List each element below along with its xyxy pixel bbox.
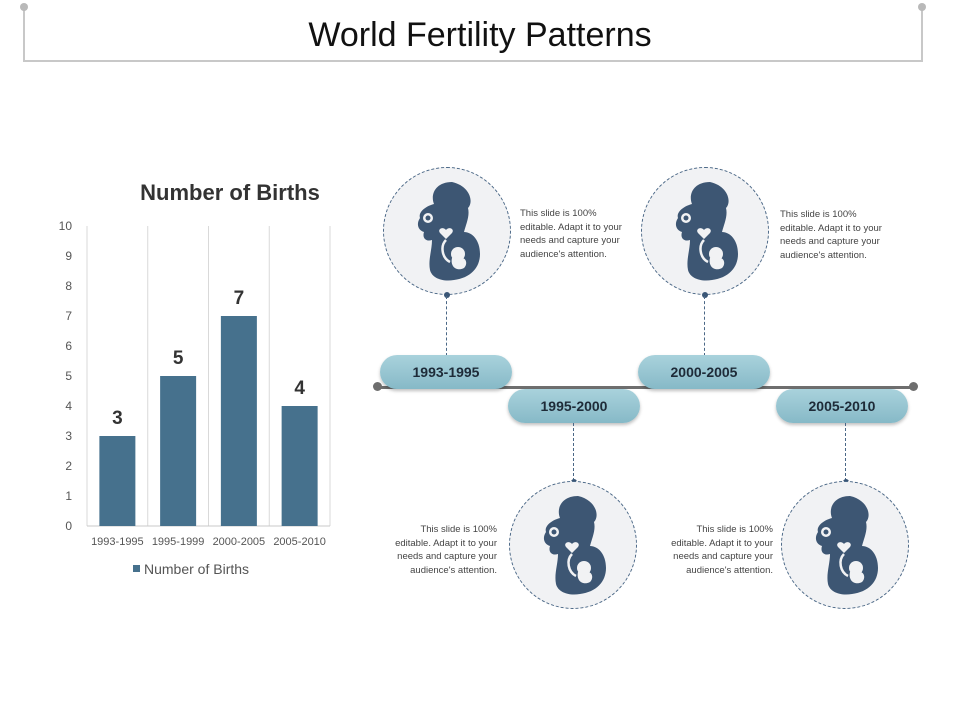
x-tick-label: 2000-2005 <box>213 536 266 548</box>
legend-label: Number of Births <box>144 561 249 577</box>
timeline-circle-1 <box>383 167 511 295</box>
births-bar-chart: Number of Births 0 1 2 3 4 5 6 7 8 9 10 3 5 7 4 1993-… <box>59 180 331 577</box>
data-label: 7 <box>234 288 245 309</box>
pregnant-woman-icon <box>815 496 878 595</box>
y-tick-label: 3 <box>65 429 72 443</box>
connector-dot-3 <box>702 292 708 298</box>
y-tick-label: 2 <box>65 459 72 473</box>
data-label: 3 <box>112 408 123 429</box>
legend-swatch <box>133 565 140 572</box>
pregnant-woman-icon <box>543 496 606 595</box>
bar <box>281 406 318 526</box>
frame-dot-right <box>918 3 926 11</box>
y-tick-label: 1 <box>65 489 72 503</box>
description-2: This slide is 100% editable. Adapt it to… <box>395 524 497 576</box>
y-tick-label: 4 <box>65 399 72 413</box>
connector-line-1 <box>446 296 447 356</box>
axis-end-dot-left <box>373 382 382 391</box>
connector-dot-1 <box>444 292 450 298</box>
chart-title: Number of Births <box>140 180 320 205</box>
connector-line-3 <box>704 296 705 356</box>
pregnant-woman-icon <box>417 182 480 281</box>
bar <box>220 316 257 526</box>
pregnant-woman-icon <box>675 182 738 281</box>
axis-end-dot-right <box>909 382 918 391</box>
x-tick-label: 1993-1995 <box>91 536 144 548</box>
timeline-circle-4 <box>781 481 909 609</box>
connector-line-4 <box>845 423 846 481</box>
period-pill-1: 1993-1995 <box>380 355 512 389</box>
y-tick-label: 5 <box>65 369 72 383</box>
y-tick-label: 6 <box>65 339 72 353</box>
x-tick-label: 2005-2010 <box>273 536 326 548</box>
y-tick-label: 10 <box>59 219 73 233</box>
timeline-axis <box>378 386 914 389</box>
period-pill-2: 1995-2000 <box>508 389 640 423</box>
timeline-circle-3 <box>641 167 769 295</box>
description-3: This slide is 100% editable. Adapt it to… <box>780 209 882 261</box>
y-tick-label: 7 <box>65 309 72 323</box>
period-pill-3: 2000-2005 <box>638 355 770 389</box>
data-label: 4 <box>294 378 305 399</box>
description-4: This slide is 100% editable. Adapt it to… <box>671 524 773 576</box>
connector-line-2 <box>573 423 574 481</box>
title-frame <box>20 3 926 62</box>
frame-dot-left <box>20 3 28 11</box>
y-tick-label: 0 <box>65 519 72 533</box>
x-tick-label: 1995-1999 <box>152 536 205 548</box>
y-tick-label: 8 <box>65 279 72 293</box>
period-pill-4: 2005-2010 <box>776 389 908 423</box>
bar <box>99 436 136 526</box>
description-1: This slide is 100% editable. Adapt it to… <box>520 208 622 260</box>
y-tick-label: 9 <box>65 249 72 263</box>
timeline-circle-2 <box>509 481 637 609</box>
bar <box>160 376 197 526</box>
page-title: World Fertility Patterns <box>308 16 652 54</box>
data-label: 5 <box>173 348 184 369</box>
